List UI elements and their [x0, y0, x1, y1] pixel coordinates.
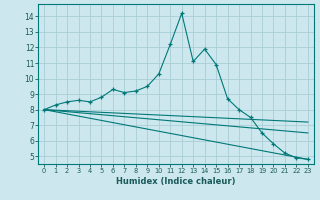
X-axis label: Humidex (Indice chaleur): Humidex (Indice chaleur): [116, 177, 236, 186]
